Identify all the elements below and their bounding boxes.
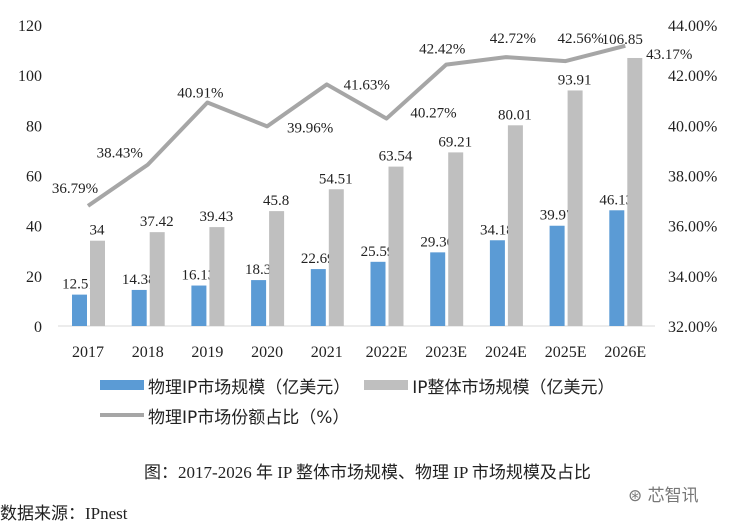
x-axis-tick: 2023E bbox=[425, 344, 467, 360]
bar-label-total-ip: 39.43 bbox=[200, 209, 234, 225]
bar-physical-ip bbox=[72, 295, 87, 326]
legend-label: IP整体市场规模（亿美元） bbox=[412, 373, 614, 398]
legend-swatch bbox=[100, 413, 144, 417]
bar-physical-ip bbox=[251, 280, 266, 326]
bar-physical-ip bbox=[371, 262, 386, 326]
bar-physical-ip bbox=[430, 252, 445, 326]
left-axis-tick: 40 bbox=[26, 219, 42, 236]
watermark-text: 芯智讯 bbox=[648, 486, 699, 506]
line-label-share: 42.72% bbox=[490, 31, 536, 47]
x-axis-tick: 2025E bbox=[545, 344, 587, 360]
watermark: ⊛ 芯智讯 bbox=[628, 481, 699, 506]
line-label-share: 40.27% bbox=[410, 106, 456, 122]
bar-label-total-ip: 69.21 bbox=[438, 134, 472, 150]
x-axis-tick: 2026E bbox=[604, 344, 646, 360]
x-axis-tick: 2018 bbox=[132, 344, 164, 360]
bar-physical-ip bbox=[490, 240, 505, 326]
bar-label-total-ip: 80.01 bbox=[498, 107, 532, 123]
right-axis-tick: 42.00% bbox=[668, 68, 717, 85]
line-label-share: 41.63% bbox=[344, 77, 390, 93]
line-share bbox=[88, 46, 625, 206]
line-label-share: 43.17% bbox=[646, 47, 692, 63]
bar-total-ip bbox=[150, 232, 165, 326]
right-axis-tick: 40.00% bbox=[668, 118, 717, 135]
bar-physical-ip bbox=[191, 286, 206, 326]
bar-label-total-ip: 34 bbox=[90, 223, 106, 239]
bar-label-total-ip: 54.51 bbox=[319, 171, 353, 187]
bar-total-ip bbox=[448, 152, 463, 326]
legend-label: 物理IP市场份额占比（%） bbox=[148, 403, 349, 428]
line-label-share: 38.43% bbox=[97, 146, 143, 162]
legend-swatch bbox=[100, 380, 144, 390]
data-source: 数据来源：IPnest bbox=[0, 499, 128, 524]
chart-svg: 0 20 40 60 80 100 120 32.00% 34.00% 36.00% 38.00% 4… bbox=[0, 0, 735, 360]
line-label-share: 40.91% bbox=[177, 86, 223, 102]
right-axis-tick: 44.00% bbox=[668, 18, 717, 35]
bar-label-total-ip: 93.91 bbox=[558, 72, 592, 88]
x-axis-tick: 2024E bbox=[485, 344, 527, 360]
bar-label-physical-ip: 18.3 bbox=[245, 262, 271, 278]
figure-caption: 图：2017-2026 年 IP 整体市场规模、物理 IP 市场规模及占比 bbox=[0, 458, 735, 483]
bar-label-total-ip: 37.42 bbox=[140, 214, 174, 230]
bar-total-ip bbox=[90, 241, 105, 326]
bar-total-ip bbox=[389, 167, 404, 326]
left-axis-tick: 120 bbox=[18, 18, 42, 35]
bar-total-ip bbox=[627, 58, 642, 326]
x-axis-tick: 2017 bbox=[72, 344, 104, 360]
legend: 物理IP市场规模（亿美元） IP整体市场规模（亿美元） 物理IP市场份额占比（%… bbox=[100, 370, 735, 430]
line-label-share: 42.42% bbox=[419, 42, 465, 58]
bar-total-ip bbox=[209, 227, 224, 326]
left-axis-tick: 20 bbox=[26, 269, 42, 286]
x-axis-tick: 2021 bbox=[311, 344, 343, 360]
bar-physical-ip bbox=[132, 290, 147, 326]
right-axis-tick: 32.00% bbox=[668, 319, 717, 336]
x-axis-tick: 2022E bbox=[366, 344, 408, 360]
bar-label-total-ip: 63.54 bbox=[379, 149, 413, 165]
bar-physical-ip bbox=[550, 226, 565, 326]
x-axis-tick: 2020 bbox=[251, 344, 283, 360]
bar-physical-ip bbox=[311, 269, 326, 326]
bar-total-ip bbox=[568, 90, 583, 326]
left-axis-tick: 60 bbox=[26, 169, 42, 186]
legend-swatch bbox=[364, 380, 408, 390]
line-label-share: 39.96% bbox=[287, 120, 333, 136]
left-axis-tick: 100 bbox=[18, 68, 42, 85]
line-label-share: 36.79% bbox=[52, 181, 98, 197]
right-axis-tick: 38.00% bbox=[668, 169, 717, 186]
right-axis-tick: 34.00% bbox=[668, 269, 717, 286]
bar-total-ip bbox=[329, 189, 344, 326]
bar-label-total-ip: 45.8 bbox=[263, 193, 289, 209]
line-label-share: 42.56% bbox=[557, 31, 603, 47]
legend-item-total-ip: IP整体市场规模（亿美元） bbox=[364, 373, 614, 398]
legend-item-share: 物理IP市场份额占比（%） bbox=[100, 403, 349, 428]
right-axis-tick: 36.00% bbox=[668, 219, 717, 236]
x-axis-tick: 2019 bbox=[191, 344, 223, 360]
legend-item-physical-ip: 物理IP市场规模（亿美元） bbox=[100, 373, 350, 398]
bar-total-ip bbox=[269, 211, 284, 326]
left-axis-tick: 80 bbox=[26, 118, 42, 135]
legend-label: 物理IP市场规模（亿美元） bbox=[148, 373, 350, 398]
left-axis-tick: 0 bbox=[34, 319, 42, 336]
bar-physical-ip bbox=[609, 210, 624, 326]
bar-total-ip bbox=[508, 125, 523, 326]
